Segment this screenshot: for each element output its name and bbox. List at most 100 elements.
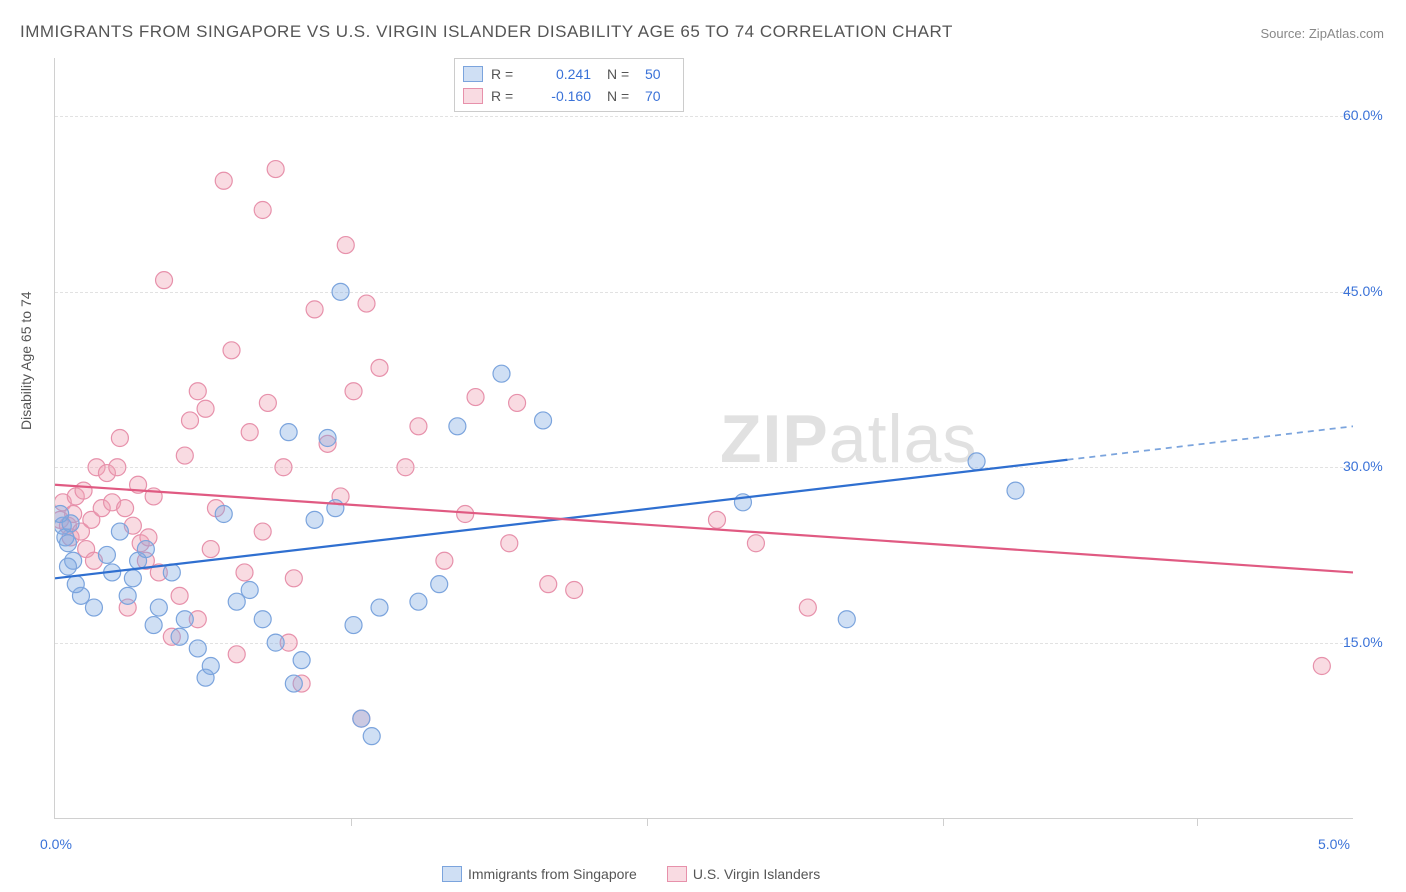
scatter-point [117,500,134,517]
scatter-point [1313,658,1330,675]
x-minor-tick [647,818,648,826]
scatter-point [566,582,583,599]
scatter-point [410,593,427,610]
scatter-point [176,447,193,464]
scatter-point [1007,482,1024,499]
r-label: R = [491,66,525,82]
source-label: Source: ZipAtlas.com [1260,26,1384,41]
scatter-point [363,728,380,745]
scatter-point [171,587,188,604]
scatter-point [337,237,354,254]
scatter-point [254,202,271,219]
legend-item-1: Immigrants from Singapore [442,866,637,882]
scatter-point [449,418,466,435]
legend-swatch-pink [463,88,483,104]
x-minor-tick [943,818,944,826]
scatter-point [215,506,232,523]
x-minor-tick [351,818,352,826]
legend-swatch-blue [442,866,462,882]
scatter-point [332,283,349,300]
scatter-point [59,558,76,575]
scatter-point [397,459,414,476]
scatter-point [124,570,141,587]
scatter-point [228,646,245,663]
y-axis-label: Disability Age 65 to 74 [18,291,34,430]
r-value-1: 0.241 [533,66,591,82]
scatter-point [171,628,188,645]
scatter-point [275,459,292,476]
scatter-point [410,418,427,435]
n-label: N = [607,88,637,104]
scatter-point [267,161,284,178]
trend-line-extrapolated [1067,426,1353,459]
scatter-point [241,582,258,599]
scatter-point [181,412,198,429]
legend-stats-box: R = 0.241 N = 50 R = -0.160 N = 70 [454,58,684,112]
scatter-point [189,640,206,657]
legend-label-1: Immigrants from Singapore [468,866,637,882]
scatter-point [371,359,388,376]
chart-title: IMMIGRANTS FROM SINGAPORE VS U.S. VIRGIN… [20,22,953,42]
scatter-point [111,430,128,447]
scatter-point [345,383,362,400]
scatter-point [67,576,84,593]
n-value-1: 50 [645,66,675,82]
n-label: N = [607,66,637,82]
legend-item-2: U.S. Virgin Islanders [667,866,820,882]
scatter-point [327,500,344,517]
scatter-point [345,617,362,634]
scatter-point [150,599,167,616]
scatter-point [145,617,162,634]
scatter-point [285,675,302,692]
scatter-point [223,342,240,359]
scatter-point [75,482,92,499]
scatter-point [501,535,518,552]
scatter-point [55,506,69,523]
x-tick-label-left: 0.0% [40,836,72,852]
scatter-point [799,599,816,616]
legend-swatch-pink [667,866,687,882]
trend-line [55,485,1353,573]
scatter-point [236,564,253,581]
x-tick-label-right: 5.0% [1318,836,1350,852]
scatter-point [968,453,985,470]
scatter-point [293,652,310,669]
scatter-point [254,523,271,540]
scatter-point [98,546,115,563]
n-value-2: 70 [645,88,675,104]
scatter-point [137,541,154,558]
scatter-point [59,535,76,552]
scatter-point [109,459,126,476]
scatter-point [708,511,725,528]
x-minor-tick [1197,818,1198,826]
scatter-point [306,301,323,318]
scatter-point [85,599,102,616]
scatter-point [241,424,258,441]
scatter-point [838,611,855,628]
scatter-point [540,576,557,593]
chart-svg [55,58,1353,818]
legend-stats-row-1: R = 0.241 N = 50 [463,63,675,85]
scatter-point [280,424,297,441]
scatter-point [353,710,370,727]
r-value-2: -0.160 [533,88,591,104]
scatter-point [371,599,388,616]
scatter-point [156,272,173,289]
scatter-point [163,564,180,581]
scatter-point [267,634,284,651]
scatter-point [436,552,453,569]
scatter-point [319,430,336,447]
scatter-point [493,365,510,382]
scatter-point [189,383,206,400]
scatter-point [202,658,219,675]
scatter-point [535,412,552,429]
r-label: R = [491,88,525,104]
scatter-point [467,389,484,406]
scatter-point [259,394,276,411]
legend-stats-row-2: R = -0.160 N = 70 [463,85,675,107]
legend-label-2: U.S. Virgin Islanders [693,866,820,882]
legend-swatch-blue [463,66,483,82]
chart-plot-area: 15.0%30.0%45.0%60.0% [54,58,1353,819]
scatter-point [119,587,136,604]
scatter-point [202,541,219,558]
